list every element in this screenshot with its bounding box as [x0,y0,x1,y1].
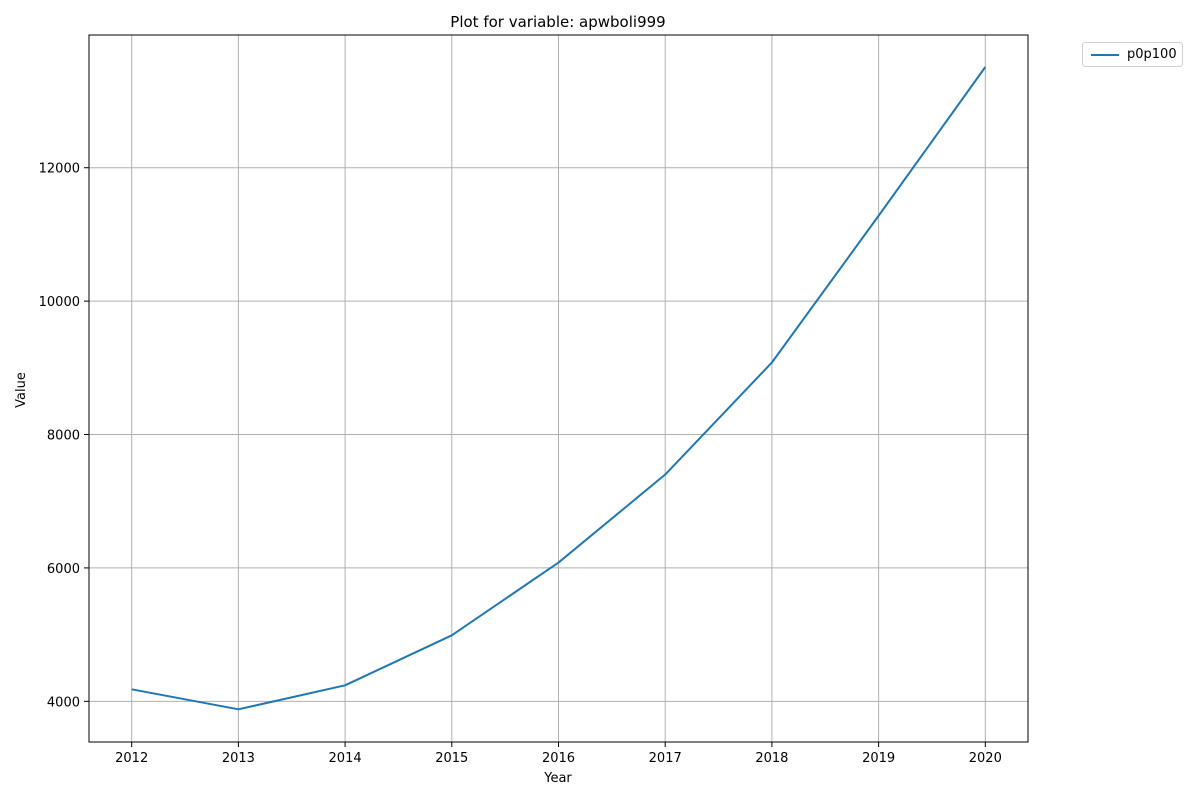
x-axis-label: Year [543,771,572,786]
x-tick-label: 2013 [222,751,255,766]
x-tick-label: 2015 [435,751,468,766]
x-tick-label: 2012 [115,751,148,766]
legend: p0p100 [1082,42,1183,67]
grid-lines [89,35,1028,742]
y-axis-label: Value [14,372,29,408]
y-tick-label: 6000 [47,562,80,577]
series-layer [131,66,987,711]
y-tick-label: 4000 [47,695,80,710]
legend-swatch-p0p100 [1091,54,1119,56]
x-tick-label: 2017 [649,751,682,766]
axis-ticks: 2012 2013 2014 2015 2016 2017 2018 2019 2020 4000… [39,162,1002,766]
y-tick-label: 12000 [39,162,80,177]
x-tick-label: 2018 [755,751,788,766]
x-tick-label: 2019 [862,751,895,766]
x-tick-label: 2014 [329,751,362,766]
chart-title: Plot for variable: apwboli999 [450,13,665,31]
y-tick-label: 8000 [47,429,80,444]
legend-label-p0p100: p0p100 [1127,47,1177,62]
x-tick-label: 2016 [542,751,575,766]
x-tick-label: 2020 [969,751,1002,766]
y-tick-label: 10000 [39,295,80,310]
